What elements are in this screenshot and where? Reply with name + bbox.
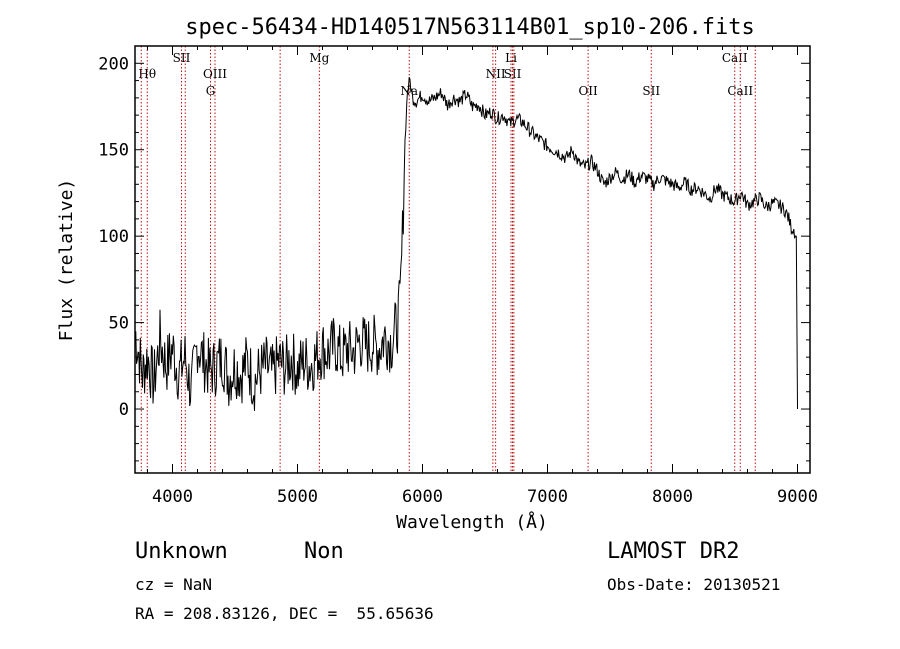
spectrum-line xyxy=(135,77,798,411)
y-axis-ticks: 0 50 100 150 200 xyxy=(98,54,810,462)
object-class: Unknown xyxy=(135,539,228,564)
x-axis-ticks: 4000 5000 6000 7000 8000 9000 xyxy=(147,46,818,507)
marker-label: SII xyxy=(504,67,522,81)
y-tick-label: 200 xyxy=(98,54,129,74)
marker-label: OII xyxy=(578,84,598,98)
x-tick-label: 8000 xyxy=(652,487,693,507)
marker-label: NII xyxy=(486,67,506,81)
marker-label: Hθ xyxy=(138,67,156,81)
x-tick-label: 6000 xyxy=(402,487,443,507)
y-axis-label: Flux (relative) xyxy=(56,179,77,342)
x-tick-label: 5000 xyxy=(277,487,318,507)
survey-name: LAMOST DR2 xyxy=(607,539,740,564)
y-tick-label: 150 xyxy=(98,141,129,161)
marker-label: OIII xyxy=(203,67,227,81)
marker-label: SII xyxy=(642,84,660,98)
spectrum-series xyxy=(135,77,798,411)
marker-label: Li xyxy=(505,51,517,65)
coordinates: RA = 208.83126, DEC = 55.65636 xyxy=(135,604,434,623)
y-tick-label: 0 xyxy=(119,400,129,420)
marker-label: G xyxy=(206,84,216,98)
object-subclass: Non xyxy=(304,539,344,564)
x-axis-label: Wavelength (Å) xyxy=(396,511,548,533)
chart-title: spec-56434-HD140517N563114B01_sp10-206.f… xyxy=(185,15,755,40)
marker-label: CaII xyxy=(727,84,753,98)
marker-label: Na xyxy=(400,84,418,98)
marker-label: SII xyxy=(173,51,191,65)
y-tick-label: 50 xyxy=(109,314,129,334)
y-tick-label: 100 xyxy=(98,227,129,247)
x-tick-label: 4000 xyxy=(152,487,193,507)
observation-date: Obs-Date: 20130521 xyxy=(607,575,781,594)
x-tick-label: 9000 xyxy=(777,487,818,507)
marker-label: CaII xyxy=(722,51,748,65)
redshift-cz: cz = NaN xyxy=(135,575,213,594)
x-tick-label: 7000 xyxy=(527,487,568,507)
marker-label: Mg xyxy=(309,51,329,65)
